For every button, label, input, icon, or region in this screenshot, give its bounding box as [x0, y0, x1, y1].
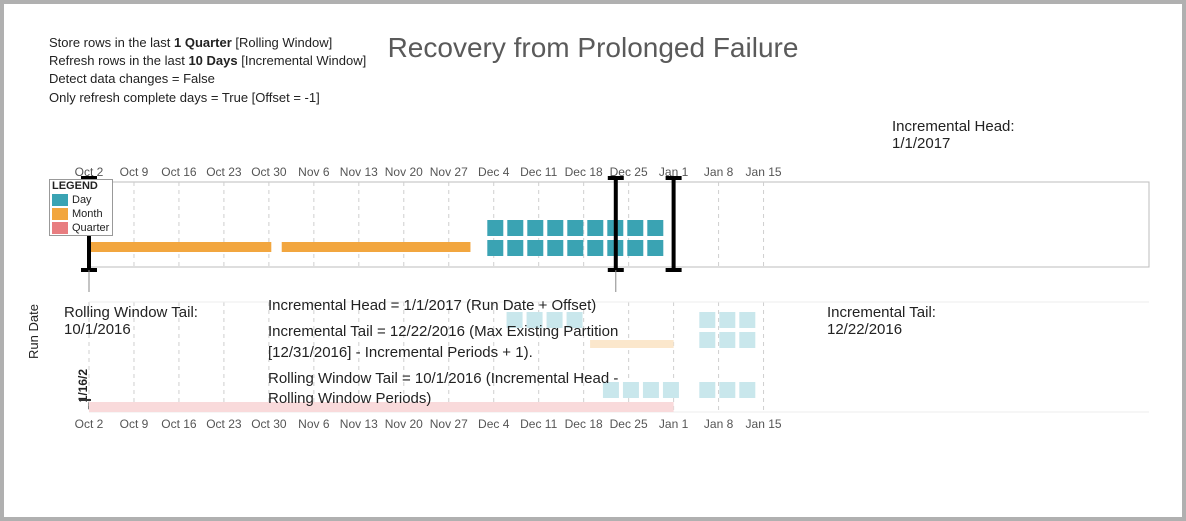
svg-text:Oct 23: Oct 23	[206, 417, 242, 431]
svg-text:Oct 23: Oct 23	[206, 165, 242, 179]
annot-block-l2: Incremental Tail = 12/22/2016 (Max Exist…	[268, 322, 668, 363]
svg-text:Jan 8: Jan 8	[704, 417, 734, 431]
svg-text:Dec 18: Dec 18	[565, 165, 603, 179]
annot-incr-head: Incremental Head: 1/1/2017	[892, 118, 1015, 153]
legend-header: LEGEND	[50, 180, 112, 193]
legend-swatch-quarter	[52, 222, 68, 234]
annot-incr-tail-l1: Incremental Tail:	[827, 304, 936, 321]
svg-text:Jan 1: Jan 1	[659, 417, 689, 431]
svg-text:Jan 8: Jan 8	[704, 165, 734, 179]
svg-text:Jan 15: Jan 15	[746, 165, 782, 179]
annot-block-l1: Incremental Head = 1/1/2017 (Run Date + …	[268, 296, 668, 316]
svg-text:Nov 13: Nov 13	[340, 165, 378, 179]
cfg1-suffix: [Rolling Window]	[232, 35, 332, 50]
config-line-1: Store rows in the last 1 Quarter [Rollin…	[49, 34, 366, 52]
legend-swatch-month	[52, 208, 68, 220]
legend-label-quarter: Quarter	[72, 222, 109, 234]
svg-text:Dec 11: Dec 11	[520, 417, 557, 431]
svg-text:Dec 25: Dec 25	[610, 417, 648, 431]
cfg1-bold: 1 Quarter	[174, 35, 232, 50]
legend-row-day: Day	[50, 193, 112, 207]
legend-swatch-day	[52, 194, 68, 206]
config-block: Store rows in the last 1 Quarter [Rollin…	[49, 34, 366, 107]
svg-text:Oct 16: Oct 16	[161, 165, 197, 179]
y-axis-label: Run Date	[26, 304, 41, 359]
svg-text:Nov 6: Nov 6	[298, 417, 330, 431]
annot-rolling-tail-l1: Rolling Window Tail:	[64, 304, 198, 321]
annot-explainer-block: Incremental Head = 1/1/2017 (Run Date + …	[268, 296, 668, 409]
svg-text:Nov 27: Nov 27	[430, 165, 468, 179]
annot-incr-head-l2: 1/1/2017	[892, 135, 950, 152]
annot-rolling-tail-l2: 10/1/2016	[64, 321, 131, 338]
annot-incr-head-l1: Incremental Head:	[892, 118, 1015, 135]
config-line-4: Only refresh complete days = True [Offse…	[49, 89, 366, 107]
svg-text:Dec 4: Dec 4	[478, 417, 510, 431]
cfg2-bold: 10 Days	[188, 53, 237, 68]
legend-row-month: Month	[50, 207, 112, 221]
svg-text:Oct 30: Oct 30	[251, 417, 287, 431]
annot-rolling-tail: Rolling Window Tail: 10/1/2016	[64, 304, 198, 339]
annot-block-l3: Rolling Window Tail = 10/1/2016 (Increme…	[268, 369, 668, 410]
legend-label-month: Month	[72, 208, 103, 220]
svg-text:Oct 9: Oct 9	[120, 165, 149, 179]
cfg1-prefix: Store rows in the last	[49, 35, 174, 50]
config-line-2: Refresh rows in the last 10 Days [Increm…	[49, 52, 366, 70]
legend-row-quarter: Quarter	[50, 221, 112, 235]
legend-label-day: Day	[72, 194, 92, 206]
cfg2-suffix: [Incremental Window]	[238, 53, 367, 68]
cfg2-prefix: Refresh rows in the last	[49, 53, 188, 68]
svg-text:Dec 11: Dec 11	[520, 165, 557, 179]
svg-text:Oct 9: Oct 9	[120, 417, 149, 431]
legend-box: LEGEND Day Month Quarter	[49, 179, 113, 236]
svg-text:Jan 15: Jan 15	[746, 417, 782, 431]
svg-text:Dec 18: Dec 18	[565, 417, 603, 431]
svg-text:Oct 2: Oct 2	[75, 417, 104, 431]
svg-text:Oct 16: Oct 16	[161, 417, 197, 431]
svg-text:Oct 30: Oct 30	[251, 165, 287, 179]
svg-text:Dec 4: Dec 4	[478, 165, 510, 179]
annot-incr-tail: Incremental Tail: 12/22/2016	[827, 304, 936, 339]
svg-text:Nov 20: Nov 20	[385, 165, 423, 179]
annot-incr-tail-l2: 12/22/2016	[827, 321, 902, 338]
svg-text:Nov 20: Nov 20	[385, 417, 423, 431]
svg-text:Nov 6: Nov 6	[298, 165, 330, 179]
chart-frame: Recovery from Prolonged Failure Store ro…	[0, 0, 1186, 521]
svg-text:Nov 27: Nov 27	[430, 417, 468, 431]
svg-text:Nov 13: Nov 13	[340, 417, 378, 431]
config-line-3: Detect data changes = False	[49, 70, 366, 88]
